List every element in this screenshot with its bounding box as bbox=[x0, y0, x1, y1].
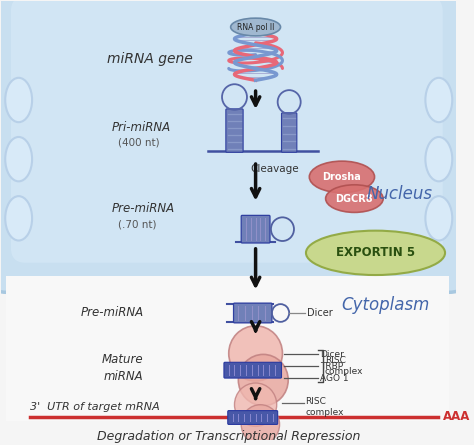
FancyBboxPatch shape bbox=[224, 362, 282, 378]
FancyBboxPatch shape bbox=[0, 0, 469, 292]
Text: RNA pol II: RNA pol II bbox=[237, 23, 274, 32]
Text: TRBP: TRBP bbox=[320, 362, 343, 371]
FancyBboxPatch shape bbox=[6, 275, 449, 421]
Text: AAA: AAA bbox=[443, 410, 470, 423]
Circle shape bbox=[241, 405, 280, 444]
Text: DGCR8: DGCR8 bbox=[336, 194, 373, 204]
Ellipse shape bbox=[5, 137, 32, 182]
Text: Drosha: Drosha bbox=[323, 172, 361, 182]
Text: Cleavage: Cleavage bbox=[250, 164, 299, 174]
Ellipse shape bbox=[425, 137, 452, 182]
FancyBboxPatch shape bbox=[228, 411, 278, 425]
FancyBboxPatch shape bbox=[241, 215, 270, 243]
Ellipse shape bbox=[231, 18, 281, 36]
Text: Mature
miRNA: Mature miRNA bbox=[102, 353, 143, 383]
FancyBboxPatch shape bbox=[226, 109, 243, 152]
Text: miRNA gene: miRNA gene bbox=[107, 52, 193, 65]
Text: AGO 1: AGO 1 bbox=[320, 373, 348, 383]
Text: 3'  UTR of target mRNA: 3' UTR of target mRNA bbox=[30, 401, 160, 412]
Ellipse shape bbox=[5, 78, 32, 122]
FancyBboxPatch shape bbox=[234, 303, 272, 323]
Circle shape bbox=[229, 326, 283, 381]
Ellipse shape bbox=[425, 196, 452, 240]
Circle shape bbox=[238, 354, 288, 406]
Text: Pre-miRNA: Pre-miRNA bbox=[80, 307, 143, 320]
Text: Dicer: Dicer bbox=[320, 350, 344, 359]
Ellipse shape bbox=[425, 78, 452, 122]
FancyBboxPatch shape bbox=[282, 113, 297, 152]
Text: Degradation or Transcriptional Repression: Degradation or Transcriptional Repressio… bbox=[97, 430, 360, 443]
Ellipse shape bbox=[306, 231, 445, 275]
Circle shape bbox=[235, 383, 277, 426]
Ellipse shape bbox=[5, 196, 32, 240]
Text: RISC
complex: RISC complex bbox=[325, 356, 363, 376]
Text: Dicer: Dicer bbox=[308, 308, 333, 318]
Text: Pre-miRNA: Pre-miRNA bbox=[112, 202, 175, 215]
Ellipse shape bbox=[326, 185, 383, 212]
Text: (400 nt): (400 nt) bbox=[118, 138, 160, 147]
Text: (.70 nt): (.70 nt) bbox=[118, 219, 157, 229]
Text: Cytoplasm: Cytoplasm bbox=[341, 296, 429, 314]
Text: Pri-miRNA: Pri-miRNA bbox=[112, 121, 171, 134]
Ellipse shape bbox=[310, 161, 374, 193]
Text: RISC
complex: RISC complex bbox=[305, 396, 344, 417]
Text: Nucleus: Nucleus bbox=[366, 185, 432, 202]
Text: EXPORTIN 5: EXPORTIN 5 bbox=[336, 247, 415, 259]
FancyBboxPatch shape bbox=[11, 0, 443, 263]
